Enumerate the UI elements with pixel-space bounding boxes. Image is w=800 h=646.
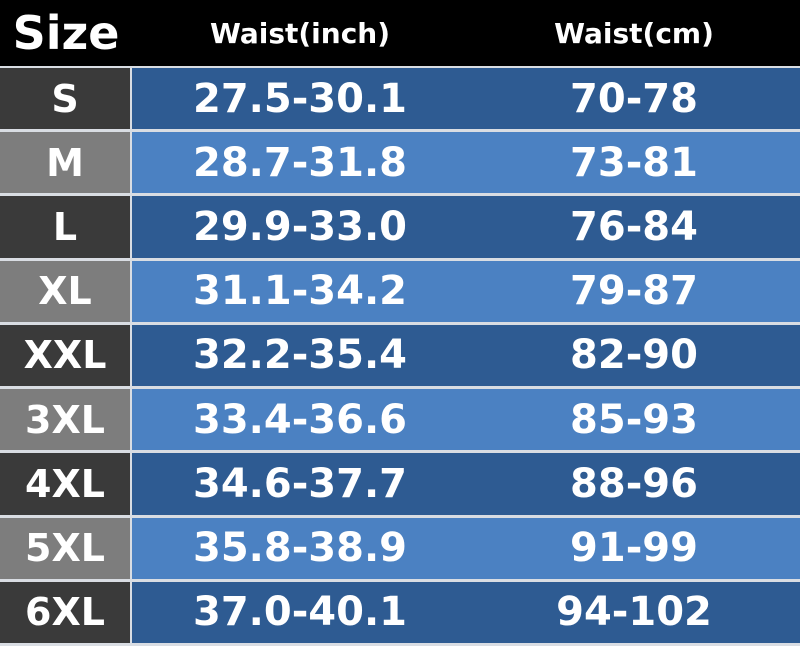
size-label: 3XL [0, 389, 130, 451]
waist-value: 79-87 [468, 260, 800, 322]
waist-value: 82-90 [468, 324, 800, 387]
size-label: 4XL [0, 453, 130, 515]
waist-value: 32.2-35.4 [132, 324, 468, 387]
waist-value: 35.8-38.9 [132, 517, 468, 579]
size-label: M [0, 132, 130, 194]
size-label: XXL [0, 324, 130, 387]
size-label: L [0, 196, 130, 258]
waist-value: 27.5-30.1 [132, 68, 468, 130]
waist-value: 76-84 [468, 196, 800, 258]
size-label: 6XL [0, 581, 130, 643]
size-label: S [0, 68, 130, 130]
waist-value: 91-99 [468, 517, 800, 579]
waist-value: 37.0-40.1 [132, 581, 468, 643]
header-cell: Waist(cm) [468, 0, 800, 66]
waist-value: 28.7-31.8 [132, 132, 468, 194]
waist-value: 29.9-33.0 [132, 196, 468, 258]
waist-value: 85-93 [468, 389, 800, 451]
size-label: XL [0, 260, 130, 322]
waist-value: 73-81 [468, 132, 800, 194]
waist-value: 34.6-37.7 [132, 453, 468, 515]
waist-value: 70-78 [468, 68, 800, 130]
header-cell: Size [0, 0, 132, 66]
size-label: 5XL [0, 517, 130, 579]
header-cell: Waist(inch) [130, 0, 470, 66]
waist-value: 33.4-36.6 [132, 389, 468, 451]
waist-value: 88-96 [468, 453, 800, 515]
waist-value: 31.1-34.2 [132, 260, 468, 322]
waist-value: 94-102 [468, 581, 800, 643]
